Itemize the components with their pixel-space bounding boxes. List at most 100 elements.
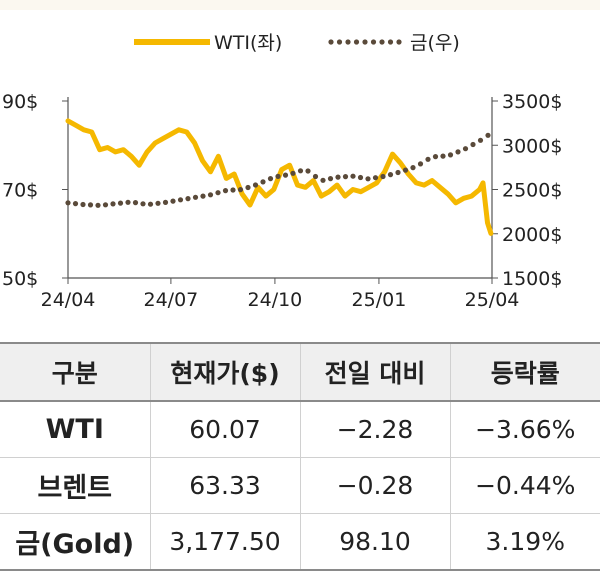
series-gold-point (477, 137, 484, 143)
row-label: 브렌트 (0, 457, 150, 514)
header-category: 구분 (0, 342, 150, 402)
legend-gold-swatch-dot (362, 39, 368, 45)
cell-price: 63.33 (149, 457, 300, 514)
table-header-row: 구분 현재가($) 전일 대비 등락률 (0, 342, 600, 402)
y-left-tick-label: 70$ (2, 180, 38, 202)
series-gold-point (432, 154, 439, 160)
legend: WTI(좌) 금(우) (134, 32, 460, 54)
series-gold-point (485, 132, 491, 138)
series-gold-point (110, 201, 116, 207)
legend-gold-swatch-dot (328, 39, 334, 45)
series-gold-point (275, 173, 281, 179)
series-gold-point (372, 175, 379, 181)
y-right-tick-label: 3000$ (502, 135, 562, 157)
series-gold-point (252, 182, 259, 188)
series-gold-point (162, 199, 169, 205)
x-tick-label: 25/04 (465, 289, 520, 311)
series-layer (65, 118, 494, 236)
series-gold-point (132, 200, 139, 206)
legend-gold-label: 금(우) (410, 32, 460, 54)
cell-change: −2.28 (299, 401, 450, 458)
top-strip (0, 0, 600, 10)
y-right-tick-label: 1500$ (502, 268, 562, 290)
series-gold-point (417, 161, 424, 167)
series-gold-point (327, 176, 334, 182)
table-row: 브렌트 63.33 −0.28 −0.44% (0, 457, 600, 514)
series-gold-point (260, 179, 266, 185)
series-gold-point (267, 176, 274, 182)
series-gold-point (65, 200, 71, 206)
series-gold-point (237, 187, 244, 193)
series-gold-point (80, 201, 86, 208)
cell-change: 98.10 (299, 513, 450, 571)
series-gold-point (365, 176, 371, 182)
y-right-tick-label: 3500$ (502, 91, 562, 113)
series-gold-point (462, 146, 469, 152)
series-gold-point (425, 156, 431, 162)
y-left-tick-label: 90$ (2, 91, 38, 113)
series-gold-point (102, 202, 109, 208)
series-gold-point (342, 174, 349, 180)
series-wti-line (65, 118, 494, 236)
series-gold-point (155, 200, 161, 206)
price-chart: WTI(좌) 금(우) 90$ 70$ 50$ 3500$ 3000$ 2500$ 2000$… (2, 32, 562, 311)
legend-gold-swatch-dot (345, 39, 351, 45)
series-gold-point (125, 199, 131, 205)
cell-change: −0.28 (299, 457, 450, 514)
series-gold-point (87, 202, 94, 208)
series-gold-point (207, 192, 214, 198)
series-gold-point (387, 172, 394, 178)
header-current-price: 현재가($) (149, 342, 300, 402)
table-row: 금(Gold) 3,177.50 98.10 3.19% (0, 513, 600, 571)
cell-price: 3,177.50 (149, 513, 300, 571)
legend-gold-swatch-dot (336, 39, 343, 45)
series-gold-point (290, 170, 296, 176)
price-table: 구분 현재가($) 전일 대비 등락률 WTI 60.07 −2.28 −3.6… (0, 342, 600, 571)
series-gold-point (95, 202, 101, 208)
legend-gold-swatch-dot (370, 39, 377, 45)
series-gold-point (470, 141, 476, 148)
series-gold-point (147, 201, 154, 207)
series-gold-point (395, 169, 401, 176)
series-gold-point (245, 184, 251, 191)
series-gold-point (312, 173, 319, 180)
x-tick-label: 24/10 (248, 289, 303, 311)
series-gold-point (72, 201, 79, 207)
y-left-tick-label: 50$ (2, 268, 38, 290)
series-gold-point (215, 190, 221, 196)
series-gold-point (170, 198, 176, 204)
table-row: WTI 60.07 −2.28 −3.66% (0, 401, 600, 458)
series-gold-point (282, 172, 289, 178)
series-gold-point (447, 152, 454, 158)
series-gold-point (140, 201, 146, 207)
y-right-tick-label: 2000$ (502, 224, 562, 246)
cell-rate: −0.44% (449, 457, 600, 514)
y-right-tick-label: 2500$ (502, 180, 562, 202)
row-label: 금(Gold) (0, 513, 150, 571)
axes: 90$ 70$ 50$ 3500$ 3000$ 2500$ 2000$ 1500$ 24/04 2… (2, 91, 562, 311)
header-change-rate: 등락률 (449, 342, 600, 402)
series-gold-point (440, 153, 446, 159)
series-gold-point (320, 177, 326, 183)
series-gold-point (230, 187, 236, 193)
series-gold-point (185, 196, 191, 202)
series-gold-point (410, 165, 416, 171)
series-gold-point (455, 149, 461, 155)
series-gold-point (177, 197, 184, 203)
legend-gold-swatch-dot (396, 39, 402, 45)
series-gold-point (402, 167, 409, 173)
series-gold-point (192, 194, 199, 200)
legend-gold-swatch-dot (379, 39, 385, 45)
series-gold-point (357, 174, 364, 181)
x-tick-label: 24/07 (144, 289, 199, 311)
x-tick-label: 24/04 (41, 289, 96, 311)
cell-rate: 3.19% (449, 513, 600, 571)
series-gold-point (350, 173, 356, 179)
legend-gold-swatch-dot (353, 39, 360, 45)
series-gold-point (117, 200, 124, 206)
cell-price: 60.07 (149, 401, 300, 458)
series-gold-point (297, 168, 304, 174)
series-gold-point (200, 193, 206, 199)
x-tick-label: 25/01 (352, 289, 407, 311)
series-gold-point (380, 173, 386, 180)
